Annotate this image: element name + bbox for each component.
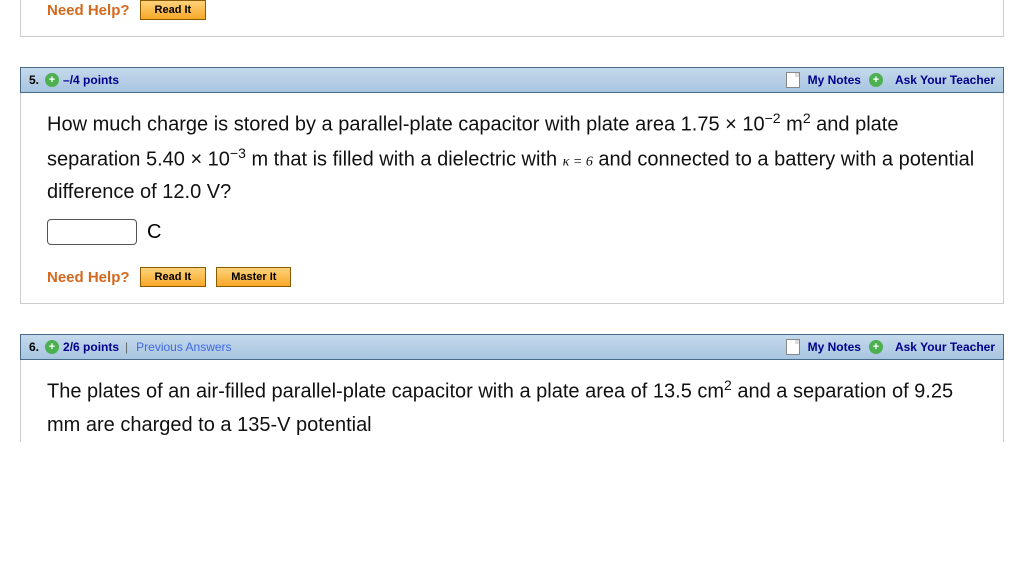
question-partial: Need Help? Read It xyxy=(20,0,1004,37)
question-header: 5. + –/4 points My Notes + Ask Your Teac… xyxy=(20,67,1004,93)
question-6: 6. + 2/6 points | Previous Answers My No… xyxy=(20,334,1004,442)
answer-input[interactable] xyxy=(47,219,137,245)
ask-teacher-link[interactable]: Ask Your Teacher xyxy=(895,73,995,87)
question-text: How much charge is stored by a parallel-… xyxy=(47,107,977,209)
question-body: How much charge is stored by a parallel-… xyxy=(21,93,1003,263)
need-help-label: Need Help? xyxy=(47,2,130,19)
header-right: My Notes + Ask Your Teacher xyxy=(786,339,995,355)
question-text: The plates of an air-filled parallel-pla… xyxy=(47,374,977,442)
question-number: 6. xyxy=(29,340,39,354)
my-notes-link[interactable]: My Notes xyxy=(808,340,861,354)
question-body-box: How much charge is stored by a parallel-… xyxy=(20,93,1004,304)
plus-icon[interactable]: + xyxy=(45,340,59,354)
note-icon[interactable] xyxy=(786,339,800,355)
help-row: Need Help? Read It xyxy=(21,0,1003,36)
points-label[interactable]: 2/6 points xyxy=(63,340,119,354)
answer-unit: C xyxy=(147,221,161,244)
read-it-button[interactable]: Read It xyxy=(140,267,207,287)
previous-answers-link[interactable]: Previous Answers xyxy=(136,340,231,354)
master-it-button[interactable]: Master It xyxy=(216,267,291,287)
note-icon[interactable] xyxy=(786,72,800,88)
header-right: My Notes + Ask Your Teacher xyxy=(786,72,995,88)
plus-icon[interactable]: + xyxy=(869,340,883,354)
my-notes-link[interactable]: My Notes xyxy=(808,73,861,87)
read-it-button[interactable]: Read It xyxy=(140,0,207,20)
plus-icon[interactable]: + xyxy=(45,73,59,87)
question-5: 5. + –/4 points My Notes + Ask Your Teac… xyxy=(20,67,1004,304)
separator: | xyxy=(125,340,128,354)
need-help-label: Need Help? xyxy=(47,269,130,286)
answer-row: C xyxy=(47,219,977,245)
question-number: 5. xyxy=(29,73,39,87)
plus-icon[interactable]: + xyxy=(869,73,883,87)
help-row: Need Help? Read It Master It xyxy=(21,263,1003,303)
question-body: The plates of an air-filled parallel-pla… xyxy=(21,360,1003,442)
question-header: 6. + 2/6 points | Previous Answers My No… xyxy=(20,334,1004,360)
question-body-box: The plates of an air-filled parallel-pla… xyxy=(20,360,1004,442)
points-label[interactable]: –/4 points xyxy=(63,73,119,87)
ask-teacher-link[interactable]: Ask Your Teacher xyxy=(895,340,995,354)
